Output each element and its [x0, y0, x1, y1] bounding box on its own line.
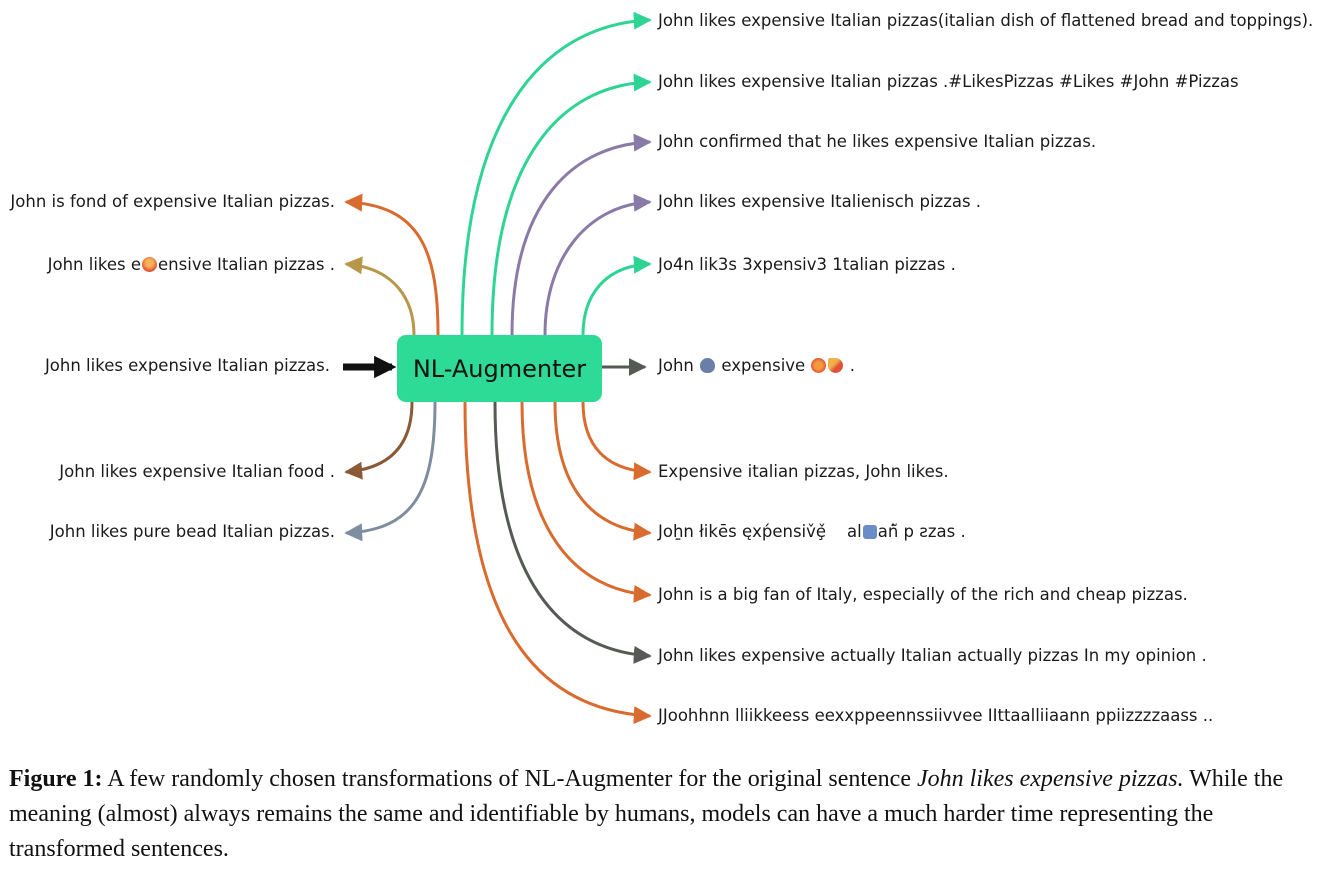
input-sentence: John likes expensive Italian pizzas. — [44, 356, 330, 375]
arrow-right-8 — [553, 401, 652, 541]
arrow-left-food — [344, 401, 414, 480]
arrow-right-2 — [490, 73, 652, 336]
right-output-9: John is a big fan of Italy, especially o… — [658, 585, 1188, 604]
right-output-7: Expensive italian pizzas, John likes. — [658, 462, 949, 481]
pizza-emoji — [828, 358, 844, 373]
arrow-left-bead — [344, 401, 437, 542]
arrow-left-fond — [344, 193, 440, 336]
right-output-6: John expensive . — [658, 356, 855, 376]
right-output-6-post: . — [849, 356, 855, 375]
arrow-right-3 — [510, 133, 652, 336]
caption-text-1: A few randomly chosen transformations of… — [102, 766, 917, 792]
right-output-11: JJoohhnn lliikkeess eexxppeennssiivvee I… — [658, 706, 1214, 725]
left-output-1: John is fond of expensive Italian pizzas… — [10, 192, 335, 211]
center-node: NL-Augmenter — [397, 335, 602, 402]
info-emoji — [862, 525, 877, 539]
right-output-8: Joẖn łikēs ęxṕensi̇v̌ȩ̌ al aṅ̃ p ƨzas . — [658, 522, 966, 542]
right-output-6-pre: John — [658, 356, 694, 375]
sun-face-emoji — [142, 257, 158, 272]
spaghetti-emoji — [811, 358, 827, 373]
arrow-right-1 — [460, 11, 652, 336]
arrow-right-9 — [520, 401, 652, 603]
right-output-8-pre: Joẖn łikēs ęxṕensi̇v̌ȩ̌ — [658, 522, 827, 541]
right-output-6-mid: expensive — [721, 356, 806, 375]
right-output-5: Jo4n lik3s 3xpensiv3 1talian pizzas . — [658, 255, 956, 274]
left-output-3: John likes expensive Italian food . — [59, 462, 335, 481]
arrow-right-11 — [463, 401, 652, 725]
arrow-right-5 — [581, 255, 652, 336]
right-output-10: John likes expensive actually Italian ac… — [658, 646, 1207, 665]
right-output-8-post: aṅ̃ p ƨzas . — [877, 522, 966, 541]
right-output-2: John likes expensive Italian pizzas .#Li… — [658, 72, 1239, 91]
arrow-right-4 — [543, 193, 652, 336]
arrow-left-emoji — [344, 256, 416, 336]
left-output-2: John likes e ensive Italian pizzas . — [48, 255, 335, 275]
caption-text-2: While the meaning (almost) always remain… — [9, 766, 1284, 862]
heart-emoji — [700, 358, 716, 373]
right-output-8-mid: al — [847, 522, 862, 541]
arrow-right-10 — [493, 401, 652, 664]
figure-caption: Figure 1: A few randomly chosen transfor… — [9, 762, 1311, 867]
left-output-2-pre: John likes e — [47, 255, 142, 274]
right-output-4: John likes expensive Italienisch pizzas … — [658, 192, 982, 211]
diagram: NL-Augmenter John likes expensive Italia… — [10, 11, 1314, 725]
caption-label: Figure 1: — [9, 766, 103, 792]
left-output-4: John likes pure bead Italian pizzas. — [49, 522, 335, 541]
left-output-2-post: ensive Italian pizzas . — [158, 255, 335, 274]
caption-italic: John likes expensive pizzas. — [916, 766, 1184, 792]
center-node-label: NL-Augmenter — [412, 354, 587, 383]
right-output-1: John likes expensive Italian pizzas(ital… — [658, 11, 1314, 30]
arrow-right-7 — [581, 401, 652, 481]
arrows-layer — [343, 11, 652, 725]
right-output-3: John confirmed that he likes expensive I… — [658, 132, 1097, 151]
